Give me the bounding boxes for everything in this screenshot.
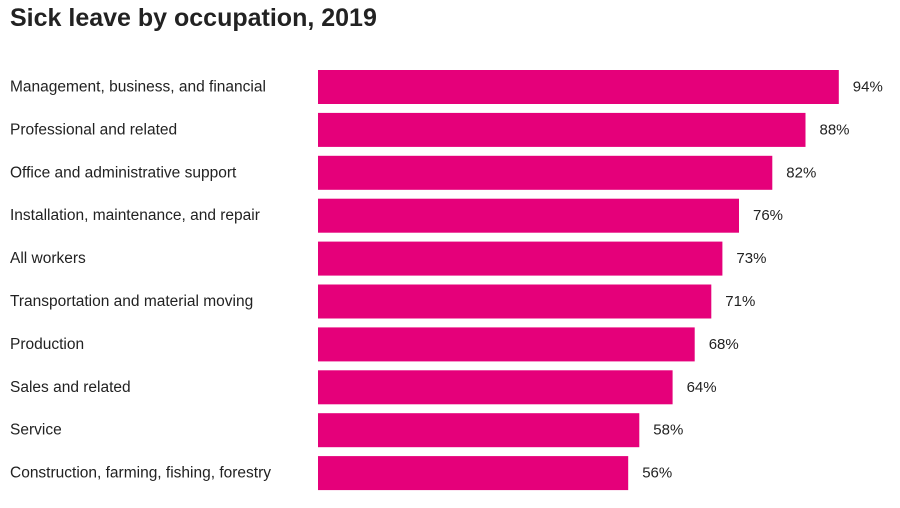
value-label: 94% — [853, 79, 883, 96]
category-label: Transportation and material moving — [10, 293, 253, 310]
value-label: 58% — [653, 422, 683, 439]
bar — [318, 241, 723, 276]
value-label: 71% — [725, 293, 755, 310]
category-label: Construction, farming, fishing, forestry — [10, 465, 271, 482]
category-label: All workers — [10, 250, 86, 267]
labels-group: Management, business, and financial 94% Pr… — [10, 79, 883, 482]
value-label: 56% — [642, 465, 672, 482]
value-label: 82% — [786, 164, 816, 181]
value-label: 64% — [687, 379, 717, 396]
bar — [318, 370, 673, 405]
bar — [318, 112, 806, 147]
value-label: 73% — [736, 250, 766, 267]
category-label: Office and administrative support — [10, 164, 237, 181]
category-label: Professional and related — [10, 121, 177, 138]
value-label: 68% — [709, 336, 739, 353]
value-label: 88% — [820, 121, 850, 138]
value-label: 76% — [753, 207, 783, 224]
bar — [318, 284, 712, 319]
bars-group — [318, 70, 839, 491]
chart-title: Sick leave by occupation, 2019 — [10, 4, 377, 32]
bar — [318, 456, 629, 491]
bar — [318, 413, 640, 448]
category-label: Sales and related — [10, 379, 131, 396]
bar — [318, 327, 695, 362]
category-label: Service — [10, 422, 62, 439]
category-label: Production — [10, 336, 84, 353]
category-label: Management, business, and financial — [10, 79, 266, 96]
bar — [318, 70, 839, 104]
bar — [318, 198, 739, 233]
bar — [318, 155, 773, 190]
category-label: Installation, maintenance, and repair — [10, 207, 260, 224]
